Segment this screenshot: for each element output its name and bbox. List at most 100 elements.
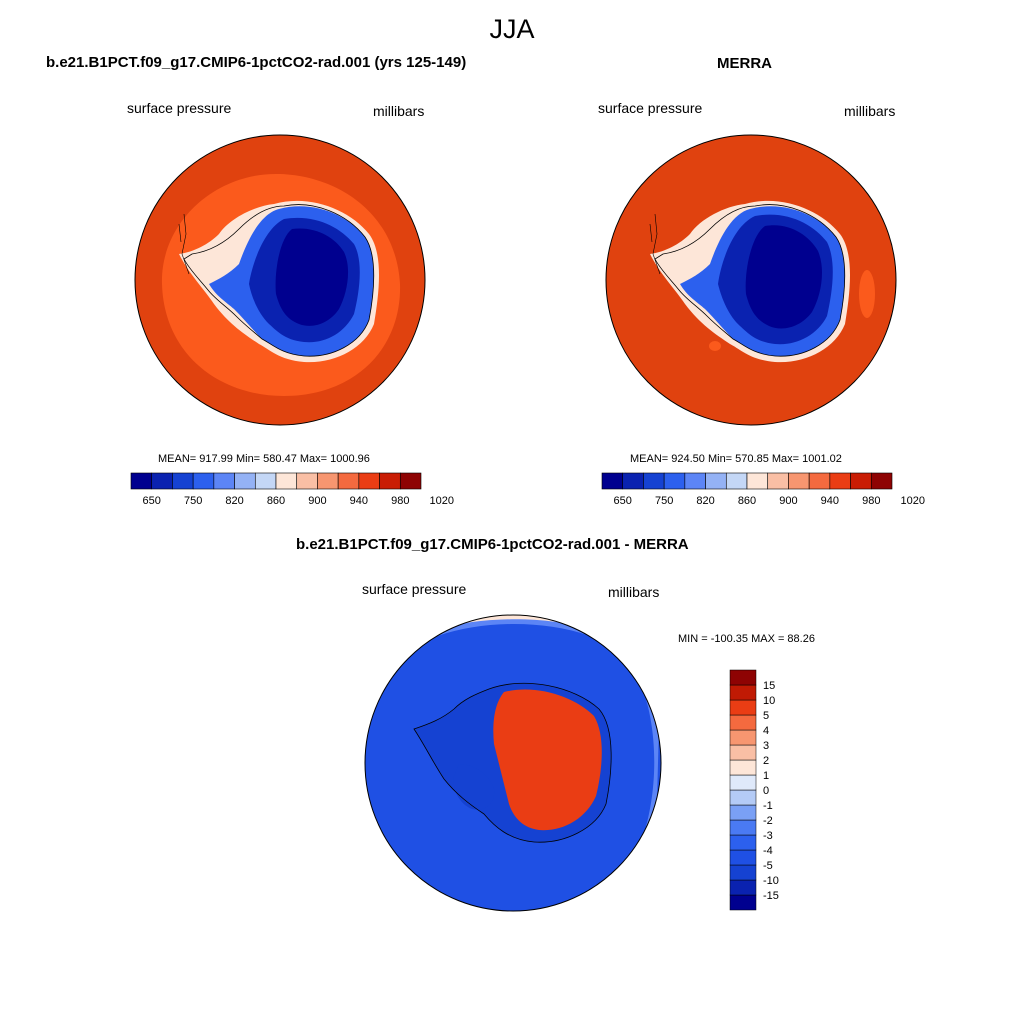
obs-units-label: millibars — [844, 103, 896, 119]
obs-colorbar-box — [808, 472, 831, 490]
obs-ocean-patch-small — [709, 341, 721, 351]
model-colorbar-box — [151, 472, 173, 490]
model-colorbar-box — [379, 472, 401, 490]
model-panel-title: b.e21.B1PCT.f09_g17.CMIP6-1pctCO2-rad.00… — [46, 54, 467, 71]
obs-colorbar-box — [850, 472, 872, 490]
diff-colorbar-box — [729, 759, 757, 776]
obs-colorbar-box — [870, 472, 893, 490]
model-colorbar-tick-label: 650 — [143, 495, 161, 507]
model-stats: MEAN= 917.99 Min= 580.47 Max= 1000.96 — [158, 453, 370, 465]
model-colorbar-box — [358, 472, 380, 490]
obs-colorbar-box — [622, 472, 644, 490]
obs-colorbar-tick-label: 900 — [779, 495, 797, 507]
diff-field-label: surface pressure — [362, 581, 467, 597]
model-colorbar-tick-label: 1020 — [429, 495, 453, 507]
diff-colorbar-box — [729, 804, 757, 821]
obs-panel-title: MERRA — [717, 55, 772, 72]
diff-panel-title: b.e21.B1PCT.f09_g17.CMIP6-1pctCO2-rad.00… — [296, 536, 689, 553]
obs-colorbar-box — [643, 472, 665, 490]
diff-colorbar-box — [729, 789, 757, 806]
diff-colorbar-tick-label: -4 — [763, 845, 773, 857]
diff-colorbar-tick-label: -1 — [763, 800, 773, 812]
obs-colorbar-box — [684, 472, 706, 490]
model-colorbar-box — [213, 472, 235, 490]
obs-polar-map — [605, 134, 897, 426]
diff-colorbar-box — [729, 774, 757, 791]
obs-field-label: surface pressure — [598, 100, 703, 116]
diff-antarctica-red — [493, 689, 602, 831]
obs-ice-core — [745, 225, 823, 329]
diff-colorbar-box — [729, 729, 757, 746]
obs-colorbar-tick-label: 940 — [821, 495, 839, 507]
diff-colorbar-tick-label: 0 — [763, 785, 769, 797]
model-colorbar-box — [275, 472, 298, 490]
obs-colorbar-tick-label: 980 — [862, 495, 880, 507]
obs-colorbar-tick-label: 860 — [738, 495, 756, 507]
obs-colorbar-tick-label: 650 — [614, 495, 632, 507]
diff-colorbar-box — [729, 819, 757, 836]
model-colorbar-box — [296, 472, 318, 490]
obs-colorbar-box — [767, 472, 789, 490]
diff-polar-map — [364, 614, 662, 912]
diff-colorbar-tick-label: 3 — [763, 740, 769, 752]
diff-colorbar-box — [729, 744, 757, 761]
diff-colorbar-tick-label: -3 — [763, 830, 773, 842]
diff-colorbar-tick-label: 5 — [763, 710, 769, 722]
diff-colorbar-tick-label: -2 — [763, 815, 773, 827]
diff-colorbar-tick-label: -5 — [763, 860, 773, 872]
model-colorbar-tick-label: 750 — [184, 495, 202, 507]
diff-colorbar-tick-label: 2 — [763, 755, 769, 767]
obs-colorbar: 650 750 820 860 900 940 980 1020 — [601, 472, 925, 507]
diff-colorbar-box — [729, 699, 757, 716]
model-colorbar-tick-label: 860 — [267, 495, 285, 507]
obs-colorbar-box — [725, 472, 748, 490]
model-colorbar-box — [172, 472, 194, 490]
diff-colorbar-box — [729, 894, 757, 911]
diff-colorbar-tick-label: 15 — [763, 680, 775, 692]
main-title: JJA — [489, 14, 535, 44]
obs-colorbar-box — [601, 472, 624, 490]
diff-antarctica-blue-patch — [453, 764, 495, 810]
diff-colorbar-box — [729, 684, 757, 701]
diff-colorbar-box — [729, 879, 757, 896]
model-polar-map — [134, 134, 426, 426]
model-colorbar-tick-label: 900 — [308, 495, 326, 507]
diff-colorbar-tick-label: 1 — [763, 770, 769, 782]
diff-colorbar-tick-label: 10 — [763, 695, 775, 707]
model-colorbar-box — [317, 472, 339, 490]
model-colorbar-box — [254, 472, 277, 490]
diff-colorbar-box — [729, 849, 757, 866]
obs-peninsula — [663, 252, 699, 276]
model-colorbar-box — [399, 472, 422, 490]
model-ice-core — [275, 228, 349, 326]
obs-colorbar-box — [663, 472, 686, 490]
diff-colorbar-tick-label: -15 — [763, 890, 779, 902]
model-colorbar-box — [337, 472, 360, 490]
model-colorbar-tick-label: 820 — [225, 495, 243, 507]
obs-colorbar-box — [746, 472, 769, 490]
obs-colorbar-tick-label: 750 — [655, 495, 673, 507]
model-field-label: surface pressure — [127, 100, 232, 116]
model-colorbar-tick-label: 940 — [350, 495, 368, 507]
diff-colorbar-box — [729, 669, 757, 686]
diff-stats: MIN = -100.35 MAX = 88.26 — [678, 633, 815, 645]
obs-colorbar-tick-label: 820 — [696, 495, 714, 507]
obs-ocean-patch — [859, 270, 875, 318]
obs-colorbar-box — [788, 472, 810, 490]
model-colorbar-box — [192, 472, 215, 490]
model-colorbar: 650 750 820 860 900 940 980 1020 — [130, 472, 454, 507]
obs-stats: MEAN= 924.50 Min= 570.85 Max= 1001.02 — [630, 453, 842, 465]
model-colorbar-tick-label: 980 — [391, 495, 409, 507]
diff-colorbar-box — [729, 834, 757, 851]
diff-units-label: millibars — [608, 584, 660, 600]
obs-colorbar-box — [705, 472, 727, 490]
obs-colorbar-box — [829, 472, 851, 490]
model-peninsula — [192, 252, 226, 274]
model-units-label: millibars — [373, 103, 425, 119]
model-colorbar-box — [130, 472, 153, 490]
diff-colorbar-box — [729, 864, 757, 881]
obs-colorbar-tick-label: 1020 — [900, 495, 924, 507]
model-colorbar-box — [234, 472, 256, 490]
diff-colorbar-tick-label: 4 — [763, 725, 769, 737]
